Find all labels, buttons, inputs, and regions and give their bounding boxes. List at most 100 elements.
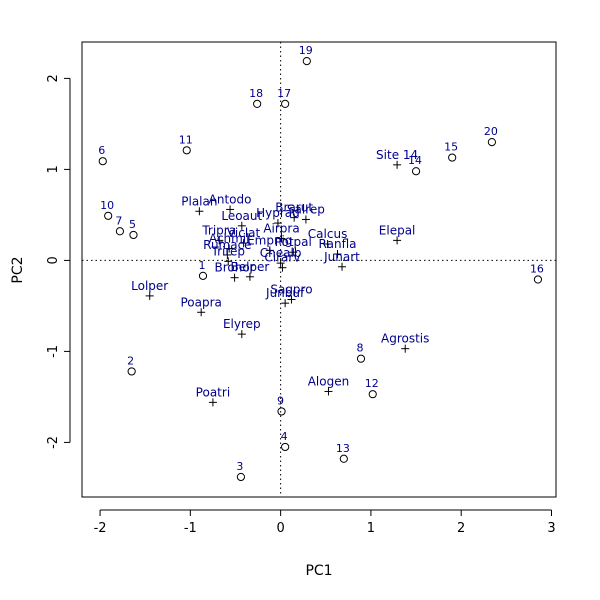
species-marker-ranfla bbox=[333, 250, 342, 259]
species-marker-viclat bbox=[239, 239, 248, 248]
species-label-chealb: Chealb bbox=[260, 246, 302, 260]
species-label-empnig: Empnig bbox=[247, 233, 292, 247]
site-marker-10 bbox=[104, 211, 113, 220]
species-marker-achmil bbox=[225, 244, 234, 253]
site-label-13: 13 bbox=[336, 442, 350, 455]
reference-lines bbox=[82, 42, 556, 497]
species-label-trirep: Trirep bbox=[211, 244, 246, 258]
site-marker-13 bbox=[339, 454, 348, 463]
x-axis: -2 -1 0 1 2 3 bbox=[94, 509, 556, 536]
site-marker-11 bbox=[182, 146, 191, 155]
species-label-agrostis: Agrostis bbox=[381, 332, 429, 346]
species-label-hyprad: Hyprad bbox=[256, 206, 300, 220]
species-marker-brarut bbox=[290, 213, 299, 222]
species-marker-elepal bbox=[393, 236, 402, 245]
site-marker-9 bbox=[277, 407, 286, 416]
species-label-plalan: Plalan bbox=[181, 194, 217, 208]
site-label-11: 11 bbox=[179, 133, 193, 146]
site-label-16: 16 bbox=[530, 263, 544, 276]
species-label-airpra: Airpra bbox=[263, 222, 299, 236]
species-label-belper: Belper bbox=[230, 260, 269, 274]
site-label-3: 3 bbox=[236, 460, 243, 473]
point-labels: 1234567891011121314151617181920AchmilAgr… bbox=[98, 44, 544, 473]
species-marker-salrep bbox=[301, 215, 310, 224]
species-marker-calcus bbox=[323, 240, 332, 249]
site-marker-7 bbox=[115, 227, 125, 236]
species-marker-trirep bbox=[224, 257, 233, 266]
site-marker-1 bbox=[198, 271, 208, 280]
site-marker-8 bbox=[356, 354, 366, 363]
site-marker-16 bbox=[533, 275, 543, 284]
species-label-calcus: Calcus bbox=[308, 227, 348, 241]
site-marker-3 bbox=[236, 472, 246, 482]
site-label-1: 1 bbox=[198, 259, 205, 272]
site-label-8: 8 bbox=[356, 342, 363, 355]
y-axis-label: PC2 bbox=[10, 256, 26, 283]
site-marker-17 bbox=[281, 99, 290, 108]
y-tick-label: -2 bbox=[46, 436, 61, 449]
species-marker-rumace bbox=[223, 250, 232, 259]
species-label-poapra: Poapra bbox=[180, 295, 221, 309]
site-label-2: 2 bbox=[127, 354, 134, 367]
species-label-antodo: Antodo bbox=[209, 192, 252, 206]
species-label-brohor: Brohor bbox=[215, 261, 255, 275]
x-tick-label: 1 bbox=[367, 521, 375, 536]
site-label-9: 9 bbox=[277, 394, 284, 407]
site-label-14: 14 bbox=[408, 154, 422, 167]
site-marker-5 bbox=[129, 230, 138, 240]
species-marker-belper bbox=[245, 272, 254, 281]
species-marker-leoaut bbox=[237, 221, 246, 230]
x-tick-label: 3 bbox=[547, 521, 555, 536]
site-label-10: 10 bbox=[100, 199, 114, 212]
species-marker-lolper bbox=[145, 291, 154, 300]
y-axis: -2 -1 0 1 2 bbox=[46, 74, 71, 449]
species-label-achmil: Achmil bbox=[209, 232, 250, 246]
site-marker-14 bbox=[411, 167, 421, 176]
species-label-cirarv: Cirarv bbox=[264, 251, 300, 265]
site-marker-2 bbox=[127, 367, 136, 376]
species-marker-empnig bbox=[265, 246, 274, 255]
species-marker-plalan bbox=[195, 207, 204, 216]
species-marker-potpal bbox=[289, 248, 298, 257]
species-label-potpal: Potpal bbox=[275, 235, 312, 249]
site-label-17: 17 bbox=[277, 87, 291, 100]
species-label-leoaut: Leoaut bbox=[221, 209, 262, 223]
species-marker-tripra bbox=[215, 236, 224, 245]
species-marker-airpra bbox=[277, 234, 286, 243]
species-label-junbuf: Junbuf bbox=[265, 286, 305, 300]
site-marker-6 bbox=[98, 157, 107, 166]
species-marker-junart bbox=[338, 262, 347, 271]
species-marker-poapra bbox=[197, 308, 206, 317]
species-marker-junbuf bbox=[281, 299, 290, 308]
x-tick-label: -2 bbox=[94, 521, 107, 536]
site-label-18: 18 bbox=[249, 87, 263, 100]
site-label-12: 12 bbox=[365, 377, 379, 390]
point-markers bbox=[98, 57, 543, 482]
species-marker-site-14 bbox=[393, 160, 402, 169]
species-label-junart: Junart bbox=[323, 250, 360, 264]
site-marker-20 bbox=[487, 138, 496, 147]
species-label-sagpro: Sagpro bbox=[270, 283, 312, 297]
site-marker-12 bbox=[368, 390, 377, 399]
site-label-7: 7 bbox=[115, 214, 122, 227]
y-tick-label: 0 bbox=[46, 256, 61, 264]
species-label-ranfla: Ranfla bbox=[319, 237, 357, 251]
x-axis-label: PC1 bbox=[305, 563, 332, 579]
species-marker-brohor bbox=[230, 273, 239, 282]
x-tick-label: 0 bbox=[276, 521, 284, 536]
species-label-viclat: Viclat bbox=[227, 226, 261, 240]
species-marker-elyrep bbox=[237, 330, 246, 339]
species-label-brarut: Brarut bbox=[275, 201, 313, 215]
site-label-6: 6 bbox=[98, 144, 105, 157]
site-label-19: 19 bbox=[299, 44, 313, 57]
species-marker-alogen bbox=[324, 387, 333, 396]
species-label-poatri: Poatri bbox=[196, 385, 230, 399]
species-label-elyrep: Elyrep bbox=[223, 317, 261, 331]
y-tick-label: -1 bbox=[46, 345, 61, 358]
x-tick-label: 2 bbox=[457, 521, 465, 536]
plot-frame bbox=[81, 41, 557, 498]
site-label-4: 4 bbox=[281, 430, 288, 443]
site-label-5: 5 bbox=[129, 218, 136, 231]
